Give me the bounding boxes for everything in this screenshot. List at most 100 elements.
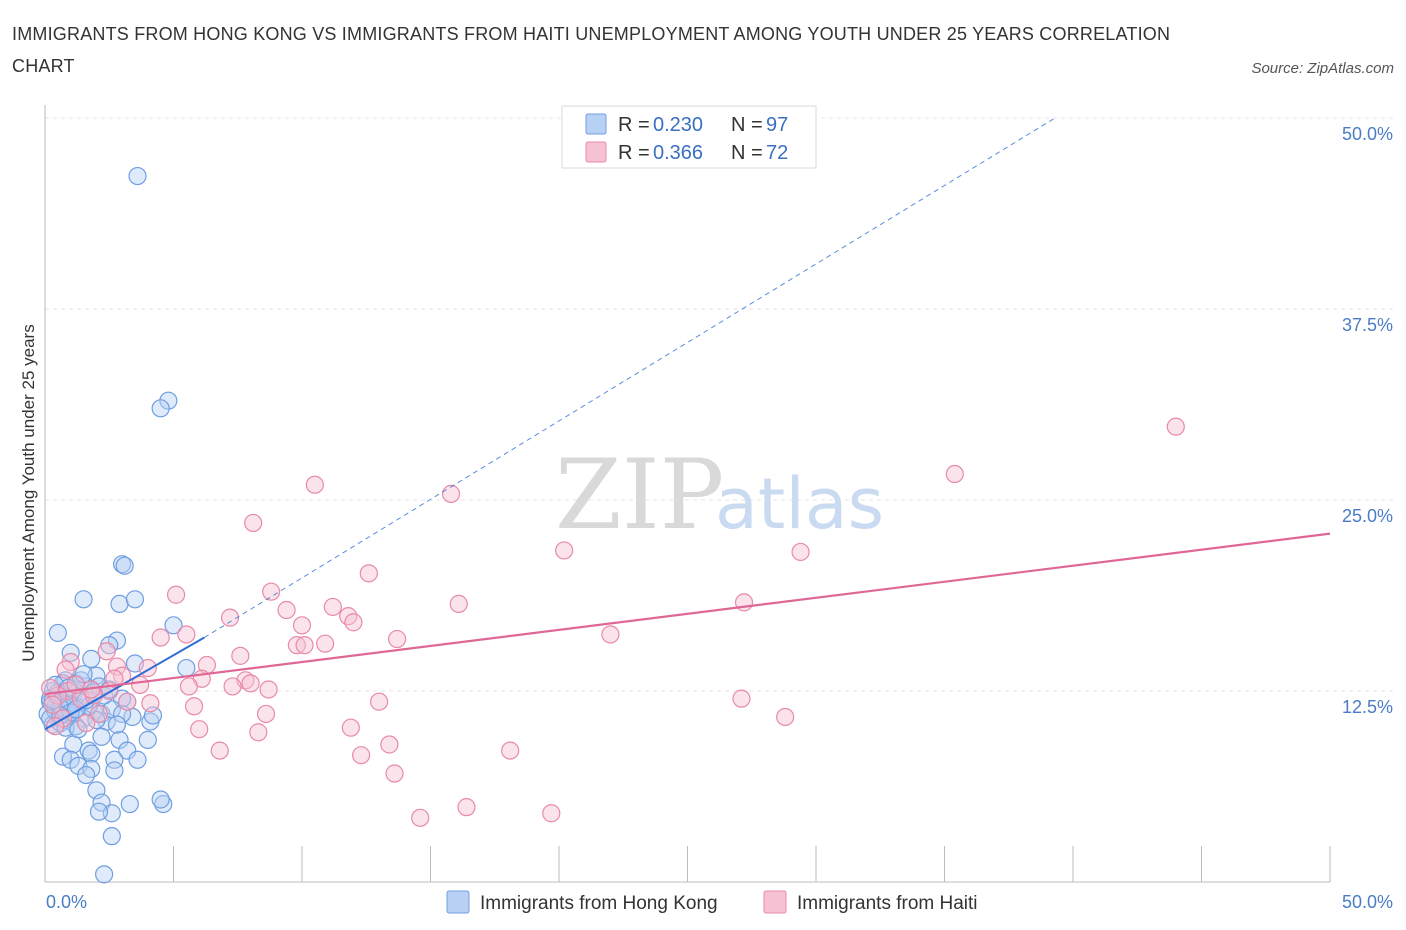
stats-legend: R = 0.230 N = 97 R = 0.366 N = 72 <box>561 105 817 169</box>
haiti-point-11 <box>449 594 468 614</box>
hong-kong-point-6 <box>110 594 129 614</box>
haiti-point-41 <box>370 692 389 711</box>
haiti-point-9 <box>166 585 186 604</box>
haiti-point-34 <box>179 677 199 696</box>
haiti-point-61 <box>542 804 561 823</box>
haiti-point-19 <box>387 629 407 649</box>
watermark: ZIP atlas <box>555 439 884 551</box>
haiti-point-47 <box>776 707 795 727</box>
haiti-point-1 <box>945 464 964 484</box>
hong-kong-point-12 <box>61 643 80 662</box>
haiti-point-13 <box>277 600 296 620</box>
haiti-point-67 <box>56 660 75 679</box>
haiti-point-6 <box>791 542 810 562</box>
hong-kong-point-60 <box>118 741 137 760</box>
legend-swatch-haiti <box>585 141 607 163</box>
haiti-point-45 <box>256 704 276 724</box>
legend-n-label-haiti: N = <box>731 142 763 164</box>
haiti-point-0 <box>1166 417 1185 436</box>
hong-kong-point-76 <box>102 827 121 846</box>
haiti-point-8 <box>262 582 281 601</box>
legend-r-label-haiti: R = <box>618 142 650 164</box>
legend-r-label-hong-kong: R = <box>618 114 650 136</box>
haiti-point-46 <box>732 689 751 708</box>
haiti-point-60 <box>457 798 476 817</box>
hong-kong-point-64 <box>128 750 147 769</box>
haiti-point-59 <box>385 764 404 783</box>
haiti-point-3 <box>441 484 461 503</box>
y-tick-label-12-5: 12.5% <box>1342 697 1393 717</box>
haiti-point-44 <box>184 697 204 716</box>
haiti-point-50 <box>341 718 360 737</box>
series-1-points <box>41 417 1185 827</box>
grid-lines <box>45 117 1393 692</box>
series-legend-swatch-haiti <box>763 890 787 914</box>
legend-n-value-haiti: 72 <box>766 142 788 164</box>
hong-kong-point-67 <box>105 761 124 780</box>
haiti-point-48 <box>89 704 109 724</box>
haiti-point-20 <box>151 628 170 647</box>
haiti-point-54 <box>77 713 96 733</box>
haiti-point-23 <box>287 636 306 655</box>
hong-kong-point-9 <box>164 616 183 635</box>
haiti-point-16 <box>344 613 363 632</box>
y-axis-label: Unemployment Among Youth under 25 years <box>19 324 38 661</box>
haiti-point-33 <box>223 677 242 696</box>
haiti-point-4 <box>244 513 263 533</box>
haiti-point-62 <box>411 808 430 827</box>
hong-kong-point-15 <box>177 658 196 678</box>
y-tick-label-50: 50.0% <box>1342 124 1393 144</box>
hong-kong-point-77 <box>95 865 114 884</box>
series-legend-label-haiti: Immigrants from Haiti <box>797 893 978 914</box>
x-tick-label-max: 50.0% <box>1342 892 1393 912</box>
chart-title: IMMIGRANTS FROM HONG KONG VS IMMIGRANTS … <box>12 24 1171 76</box>
x-tick-label-min: 0.0% <box>46 892 87 912</box>
hong-kong-point-5 <box>74 590 93 609</box>
hong-kong-point-2 <box>151 399 170 418</box>
hong-kong-point-71 <box>120 794 139 814</box>
y-tick-label-37-5: 37.5% <box>1342 315 1393 335</box>
haiti-point-22 <box>316 634 335 653</box>
haiti-point-57 <box>501 741 520 760</box>
haiti-point-56 <box>210 741 229 760</box>
watermark-atlas: atlas <box>715 463 884 545</box>
trend-lines <box>44 117 1331 731</box>
hong-kong-point-75 <box>89 802 109 821</box>
haiti-point-21 <box>177 625 196 644</box>
hong-kong-point-63 <box>105 750 124 769</box>
haiti-point-63 <box>141 694 160 713</box>
hong-kong-point-0 <box>128 166 147 186</box>
haiti-point-7 <box>359 564 378 583</box>
haiti-point-24 <box>295 636 314 655</box>
haiti-point-68 <box>97 642 116 661</box>
hong-kong-point-68 <box>77 765 96 785</box>
legend-r-value-haiti: 0.366 <box>653 142 703 164</box>
haiti-point-58 <box>352 746 371 765</box>
hong-kong-point-58 <box>79 741 98 760</box>
hong-kong-point-87 <box>107 715 127 734</box>
haiti-point-35 <box>259 680 278 699</box>
legend-n-value-hong-kong: 97 <box>766 114 788 136</box>
legend-swatch-hong-kong <box>585 113 607 135</box>
haiti-point-52 <box>249 723 268 742</box>
haiti-point-42 <box>118 692 137 711</box>
haiti-point-2 <box>305 475 324 494</box>
hong-kong-point-1 <box>159 391 178 410</box>
haiti-point-18 <box>601 625 620 644</box>
series-legend-label-hong-kong: Immigrants from Hong Kong <box>480 893 718 914</box>
hong-kong-point-56 <box>92 727 111 746</box>
haiti-trend-line <box>44 532 1331 696</box>
chart-source: Source: ZipAtlas.com <box>1251 60 1394 77</box>
hong-kong-trend-extension <box>204 117 1056 638</box>
haiti-point-55 <box>380 735 399 754</box>
hong-kong-point-4 <box>115 556 134 575</box>
y-tick-labels: 12.5% 25.0% 37.5% 50.0% <box>1342 124 1393 717</box>
legend-r-value-hong-kong: 0.230 <box>653 114 703 136</box>
haiti-point-64 <box>105 669 124 688</box>
haiti-point-51 <box>190 720 209 739</box>
series-0-points <box>38 166 196 884</box>
legend-n-label-hong-kong: N = <box>731 114 763 136</box>
hong-kong-point-59 <box>82 744 101 763</box>
x-axis-ticks <box>44 846 1331 882</box>
